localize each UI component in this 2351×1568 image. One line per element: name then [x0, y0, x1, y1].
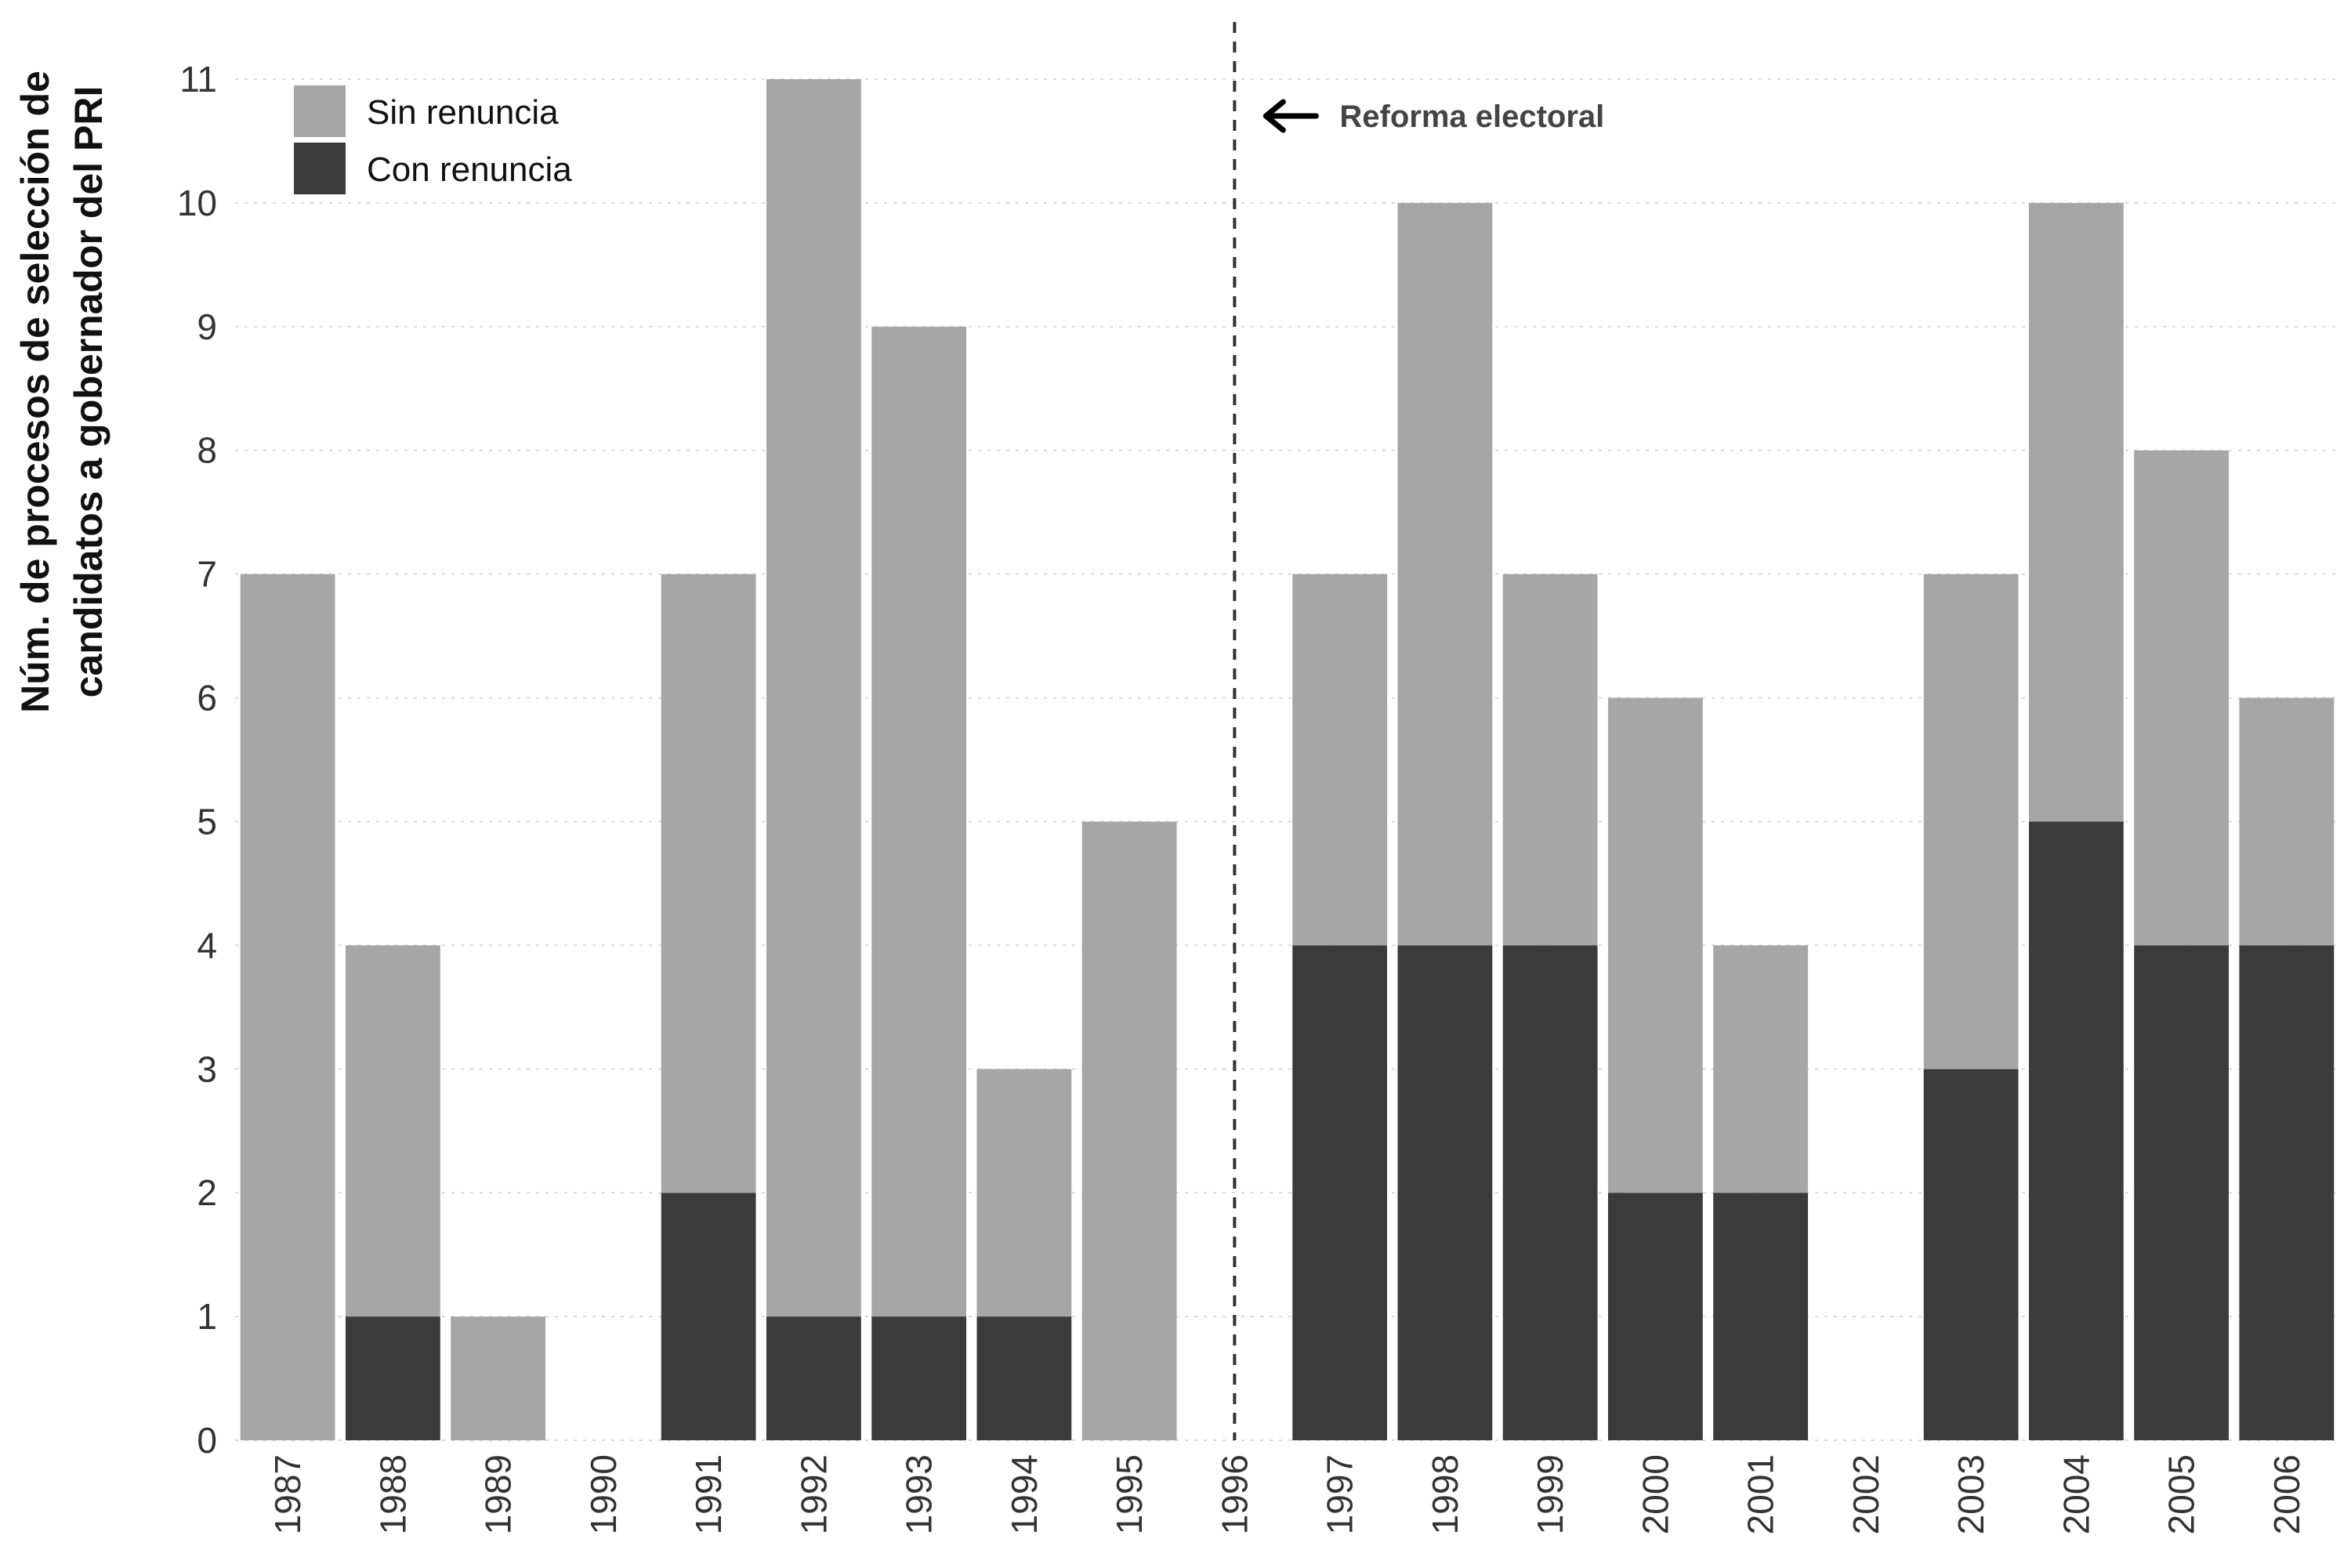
- legend-label-sin-renuncia: Sin renuncia: [367, 93, 559, 132]
- bar-2005-con-renuncia: [2134, 945, 2230, 1440]
- x-tick-label: 2004: [2056, 1454, 2096, 1534]
- legend: Sin renuncia Con renuncia: [294, 85, 572, 194]
- gridlines: [235, 78, 2339, 1441]
- x-tick-label: 1990: [583, 1454, 624, 1534]
- x-tick-label: 1989: [478, 1454, 519, 1534]
- x-tick-label: 1993: [899, 1454, 940, 1534]
- x-axis-ticks: 1987 1988 1989 1990 1991 1992 1993 1994 1995 1996…: [267, 1454, 2307, 1534]
- bar-1991-sin-renuncia: [661, 574, 756, 1193]
- y-tick-label: 5: [197, 801, 217, 842]
- x-tick-label: 1991: [688, 1454, 729, 1534]
- y-tick-label: 10: [177, 183, 217, 223]
- bar-1997-sin-renuncia: [1292, 574, 1388, 946]
- x-tick-label: 2000: [1635, 1454, 1675, 1534]
- x-tick-label: 2006: [2266, 1454, 2307, 1534]
- y-tick-label: 7: [197, 554, 217, 595]
- legend-swatch-con-renuncia: [294, 143, 346, 194]
- bar-2000-con-renuncia: [1607, 1193, 1703, 1440]
- bar-1998-con-renuncia: [1397, 945, 1493, 1440]
- bar-1989-sin-renuncia: [451, 1316, 546, 1440]
- bar-2003-sin-renuncia: [1923, 574, 2019, 1070]
- y-tick-label: 9: [197, 306, 217, 347]
- y-tick-label: 2: [197, 1172, 217, 1213]
- y-axis-label: Núm. de procesos de selección de candida…: [13, 71, 110, 713]
- bar-2003-con-renuncia: [1923, 1069, 2019, 1440]
- bar-1999-sin-renuncia: [1502, 574, 1598, 946]
- y-axis-label-line-1: Núm. de procesos de selección de: [13, 71, 57, 713]
- x-tick-label: 2001: [1741, 1454, 1781, 1534]
- x-tick-label: 1988: [372, 1454, 413, 1534]
- bar-2004-sin-renuncia: [2028, 202, 2124, 822]
- x-tick-label: 1996: [1214, 1454, 1255, 1534]
- legend-label-con-renuncia: Con renuncia: [367, 150, 572, 189]
- bar-1991-con-renuncia: [661, 1193, 756, 1440]
- bar-2001-con-renuncia: [1713, 1193, 1809, 1440]
- bars: [240, 79, 2335, 1440]
- bar-1999-con-renuncia: [1502, 945, 1598, 1440]
- bar-1992-con-renuncia: [766, 1316, 861, 1440]
- y-tick-label: 3: [197, 1048, 217, 1089]
- x-tick-label: 1992: [793, 1454, 834, 1534]
- bar-1988-sin-renuncia: [345, 945, 440, 1317]
- bar-1997-con-renuncia: [1292, 945, 1388, 1440]
- bar-2004-con-renuncia: [2028, 821, 2124, 1440]
- bar-1994-sin-renuncia: [976, 1069, 1072, 1317]
- x-tick-label: 2005: [2161, 1454, 2202, 1534]
- bar-1995-sin-renuncia: [1081, 821, 1177, 1440]
- y-tick-label: 1: [197, 1296, 217, 1337]
- legend-swatch-sin-renuncia: [294, 85, 346, 137]
- y-tick-label: 6: [197, 678, 217, 719]
- reform-arrow-icon: [1262, 99, 1319, 133]
- bar-1987-sin-renuncia: [240, 574, 335, 1440]
- bar-2006-sin-renuncia: [2239, 697, 2335, 946]
- reform-label: Reforma electoral: [1339, 100, 1604, 134]
- x-tick-label: 1995: [1109, 1454, 1150, 1534]
- bar-1992-sin-renuncia: [766, 79, 861, 1317]
- reform-annotation: Reforma electoral: [1233, 22, 1604, 1440]
- x-tick-label: 2002: [1846, 1454, 1886, 1534]
- y-axis-ticks: 0 1 2 3 4 5 6 7 8 9 10 11: [177, 59, 217, 1461]
- y-axis-label-line-2: candidatos a gobernador del PRI: [67, 86, 110, 698]
- y-tick-label: 8: [197, 430, 217, 471]
- bar-1994-con-renuncia: [976, 1316, 1072, 1440]
- bar-2000-sin-renuncia: [1607, 697, 1703, 1193]
- bar-2001-sin-renuncia: [1713, 945, 1809, 1193]
- bar-1988-con-renuncia: [345, 1316, 440, 1440]
- bar-2006-con-renuncia: [2239, 945, 2335, 1440]
- y-tick-label: 4: [197, 925, 217, 965]
- x-tick-label: 1998: [1425, 1454, 1465, 1534]
- bar-2005-sin-renuncia: [2134, 450, 2230, 946]
- bar-1998-sin-renuncia: [1397, 202, 1493, 946]
- x-tick-label: 1997: [1320, 1454, 1360, 1534]
- x-tick-label: 2003: [1951, 1454, 1991, 1534]
- bar-1993-con-renuncia: [871, 1316, 967, 1440]
- y-tick-label: 0: [197, 1420, 217, 1461]
- bar-1993-sin-renuncia: [871, 326, 967, 1317]
- y-tick-label: 11: [179, 59, 217, 100]
- x-tick-label: 1987: [267, 1454, 308, 1534]
- x-tick-label: 1999: [1530, 1454, 1570, 1534]
- x-tick-label: 1994: [1004, 1454, 1045, 1534]
